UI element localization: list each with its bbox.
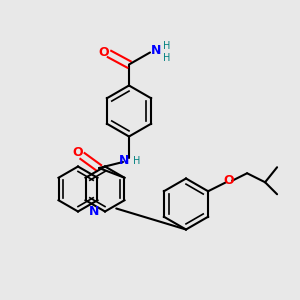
Text: N: N	[151, 44, 161, 58]
Text: H: H	[163, 53, 170, 63]
Text: H: H	[133, 155, 140, 166]
Text: O: O	[224, 174, 234, 187]
Text: O: O	[99, 46, 110, 59]
Text: N: N	[119, 154, 130, 167]
Text: O: O	[73, 146, 83, 160]
Text: N: N	[88, 205, 99, 218]
Text: H: H	[163, 41, 170, 51]
